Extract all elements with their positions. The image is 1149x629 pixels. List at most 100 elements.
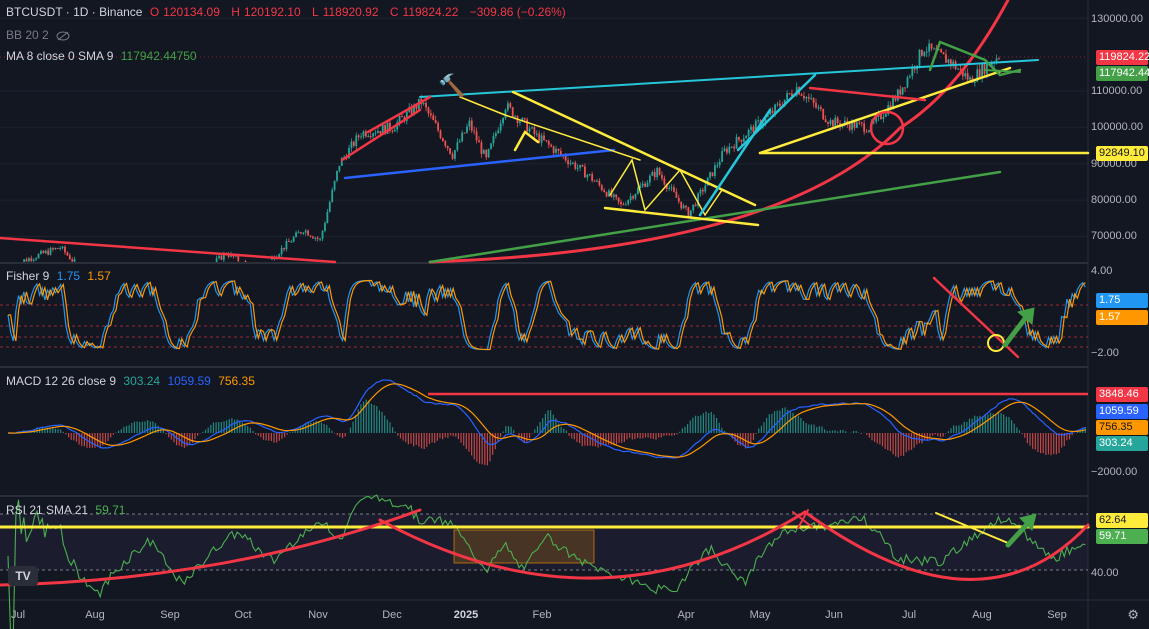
macd-label-a: 3848.46 bbox=[1096, 387, 1148, 402]
candle-body bbox=[504, 109, 507, 119]
candle-body bbox=[237, 255, 240, 262]
eye-hidden-icon[interactable] bbox=[56, 31, 70, 41]
candle-body bbox=[807, 97, 810, 99]
cyan-resistance-line bbox=[419, 59, 1039, 98]
macd-legend[interactable]: MACD 12 26 close 9 303.24 1059.59 756.35 bbox=[6, 374, 259, 388]
candle-body bbox=[860, 122, 863, 124]
candle-body bbox=[444, 141, 447, 146]
time-tick: Dec bbox=[382, 609, 402, 621]
time-tick: Sep bbox=[160, 609, 180, 621]
candle-body bbox=[673, 187, 675, 192]
ma-price-label: 117942.447 bbox=[1096, 66, 1149, 81]
candle-body bbox=[422, 102, 425, 105]
candle-body bbox=[957, 68, 959, 70]
symbol-label[interactable]: BTCUSDT · 1D · Binance bbox=[6, 5, 143, 19]
rsi-label[interactable]: RSI 21 SMA 21 bbox=[6, 503, 89, 517]
ma-label[interactable]: MA 8 close 0 SMA 9 bbox=[6, 49, 114, 63]
close-label: C 119824.22 bbox=[389, 5, 459, 19]
candle-body bbox=[362, 131, 365, 137]
candle-body bbox=[925, 51, 928, 53]
candle-body bbox=[884, 113, 887, 117]
candle-body bbox=[769, 110, 772, 115]
candle-body bbox=[292, 237, 295, 242]
candle-body bbox=[605, 192, 608, 197]
candle-body bbox=[490, 143, 492, 150]
fisher-label[interactable]: Fisher 9 bbox=[6, 269, 50, 283]
candle-body bbox=[730, 146, 733, 148]
candle-body bbox=[701, 189, 704, 192]
price-tick: 130000.00 bbox=[1091, 13, 1143, 25]
candle-body bbox=[776, 103, 779, 105]
candle-body bbox=[940, 49, 943, 53]
bb-legend[interactable]: BB 20 2 bbox=[6, 28, 70, 42]
candle-body bbox=[307, 230, 310, 236]
macd-label-c: 756.35 bbox=[1096, 420, 1148, 435]
rsi-red-arc-2 bbox=[378, 510, 807, 580]
candle-body bbox=[986, 63, 988, 74]
candle-body bbox=[319, 238, 322, 240]
candle-body bbox=[331, 189, 334, 202]
candle-body bbox=[680, 201, 683, 209]
macd-label-d: 303.24 bbox=[1096, 436, 1148, 451]
candle-body bbox=[699, 189, 702, 194]
rsi-drawings bbox=[0, 508, 1090, 587]
candle-body bbox=[810, 98, 813, 100]
candle-body bbox=[538, 133, 541, 143]
candle-body bbox=[581, 165, 584, 167]
candle-body bbox=[990, 63, 993, 66]
candle-body bbox=[930, 43, 933, 49]
candle-body bbox=[540, 135, 543, 143]
candle-body bbox=[314, 237, 317, 239]
candle-body bbox=[745, 135, 748, 139]
candle-body bbox=[54, 248, 57, 250]
time-tick: Aug bbox=[972, 609, 992, 621]
candle-body bbox=[600, 185, 603, 191]
candle-body bbox=[819, 107, 822, 110]
candle-body bbox=[401, 116, 403, 118]
candle-body bbox=[889, 105, 892, 110]
candle-body bbox=[461, 132, 464, 142]
candle-body bbox=[367, 135, 370, 137]
fisher-legend[interactable]: Fisher 9 1.75 1.57 bbox=[6, 269, 115, 283]
settings-gear-icon[interactable]: ⚙ bbox=[1127, 607, 1139, 622]
cyan-channel-2 bbox=[736, 73, 817, 152]
candle-body bbox=[894, 97, 897, 101]
candle-body bbox=[374, 133, 377, 135]
fisher-value-1: 1.75 bbox=[56, 269, 81, 283]
yellow-wedge-lower bbox=[603, 206, 760, 227]
macd-label-b: 1059.59 bbox=[1096, 404, 1148, 419]
price-tick: 110000.00 bbox=[1091, 85, 1143, 97]
candle-body bbox=[952, 61, 955, 65]
candle-body bbox=[37, 253, 40, 259]
macd-label[interactable]: MACD 12 26 close 9 bbox=[6, 374, 117, 388]
candle-body bbox=[61, 246, 64, 249]
candle-body bbox=[911, 67, 914, 77]
candle-body bbox=[492, 136, 495, 144]
candle-body bbox=[928, 43, 931, 52]
candle-body bbox=[653, 172, 656, 178]
candle-body bbox=[704, 185, 707, 192]
candle-body bbox=[711, 172, 714, 177]
ma-legend[interactable]: MA 8 close 0 SMA 9 117942.44750 bbox=[6, 49, 201, 63]
bb-label[interactable]: BB 20 2 bbox=[6, 28, 49, 42]
candle-body bbox=[661, 174, 663, 179]
rsi-legend[interactable]: RSI 21 SMA 21 59.71 bbox=[6, 503, 129, 517]
candle-body bbox=[32, 259, 35, 261]
candle-body bbox=[747, 129, 750, 136]
hammer-icon: 🔨 bbox=[438, 73, 465, 98]
candle-body bbox=[723, 148, 726, 152]
tradingview-logo[interactable]: TV bbox=[8, 566, 38, 586]
candle-body bbox=[786, 93, 789, 100]
candle-body bbox=[735, 137, 738, 149]
candle-body bbox=[52, 248, 54, 250]
candle-body bbox=[571, 162, 574, 164]
candle-body bbox=[858, 122, 861, 124]
candle-body bbox=[545, 140, 548, 142]
yellow-zigzag bbox=[609, 158, 723, 217]
price-tick: 90000.00 bbox=[1091, 158, 1137, 170]
candle-body bbox=[523, 118, 526, 120]
candle-body bbox=[456, 142, 459, 151]
symbol-legend[interactable]: BTCUSDT · 1D · Binance O 120134.09 H 12019… bbox=[6, 5, 570, 19]
candle-body bbox=[47, 250, 50, 255]
